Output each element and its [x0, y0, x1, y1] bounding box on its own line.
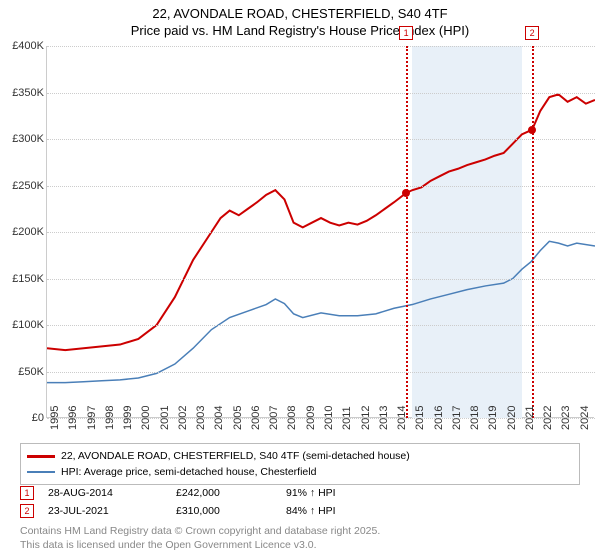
x-tick-label: 2010 — [323, 406, 335, 430]
cell-delta: 84% ↑ HPI — [286, 505, 336, 517]
x-tick-label: 2004 — [213, 406, 225, 430]
y-tick-label: £50K — [18, 366, 44, 378]
x-tick-label: 2022 — [542, 406, 554, 430]
x-tick-label: 2019 — [487, 406, 499, 430]
series-line-hpi — [47, 241, 595, 382]
x-tick-label: 2008 — [286, 406, 298, 430]
cell-date: 28-AUG-2014 — [48, 487, 176, 499]
marker-box-2: 2 — [20, 504, 34, 518]
y-tick-label: £150K — [12, 273, 44, 285]
footer-line-2: This data is licensed under the Open Gov… — [20, 539, 380, 553]
y-tick-label: £200K — [12, 226, 44, 238]
legend-label-price-paid: 22, AVONDALE ROAD, CHESTERFIELD, S40 4TF… — [61, 450, 410, 462]
chart-title-block: 22, AVONDALE ROAD, CHESTERFIELD, S40 4TF… — [0, 0, 600, 40]
legend-item-hpi: HPI: Average price, semi-detached house,… — [27, 464, 573, 480]
footer-line-1: Contains HM Land Registry data © Crown c… — [20, 525, 380, 539]
x-tick-label: 1997 — [86, 406, 98, 430]
x-tick-label: 2003 — [195, 406, 207, 430]
x-tick-label: 2001 — [159, 406, 171, 430]
marker-box-1: 1 — [20, 486, 34, 500]
y-tick-label: £0 — [32, 412, 44, 424]
cell-date: 23-JUL-2021 — [48, 505, 176, 517]
title-line-2: Price paid vs. HM Land Registry's House … — [0, 23, 600, 40]
y-tick-label: £400K — [12, 40, 44, 52]
x-tick-label: 2023 — [560, 406, 572, 430]
x-tick-label: 2013 — [378, 406, 390, 430]
x-tick-label: 2024 — [579, 406, 591, 430]
legend: 22, AVONDALE ROAD, CHESTERFIELD, S40 4TF… — [20, 443, 580, 485]
table-row: 1 28-AUG-2014 £242,000 91% ↑ HPI — [20, 484, 336, 502]
y-tick-label: £350K — [12, 87, 44, 99]
x-tick-label: 2011 — [341, 406, 353, 430]
x-tick-label: 2020 — [506, 406, 518, 430]
x-tick-label: 2016 — [433, 406, 445, 430]
cell-delta: 91% ↑ HPI — [286, 487, 336, 499]
x-tick-label: 2006 — [250, 406, 262, 430]
chart-area: 12 — [46, 46, 594, 418]
x-tick-label: 1998 — [104, 406, 116, 430]
y-tick-label: £300K — [12, 133, 44, 145]
title-line-1: 22, AVONDALE ROAD, CHESTERFIELD, S40 4TF — [0, 6, 600, 23]
x-tick-label: 2014 — [396, 406, 408, 430]
x-tick-label: 1995 — [49, 406, 61, 430]
legend-swatch-price-paid — [27, 455, 55, 458]
x-tick-label: 2012 — [360, 406, 372, 430]
footer-attribution: Contains HM Land Registry data © Crown c… — [20, 525, 380, 552]
x-tick-label: 2021 — [524, 406, 536, 430]
x-tick-label: 2005 — [232, 406, 244, 430]
x-tick-label: 2000 — [140, 406, 152, 430]
x-tick-label: 2009 — [305, 406, 317, 430]
marker-label-box: 2 — [525, 26, 539, 40]
y-tick-label: £250K — [12, 180, 44, 192]
marker-label-box: 1 — [399, 26, 413, 40]
x-tick-label: 2017 — [451, 406, 463, 430]
series-line-price_paid — [47, 94, 595, 350]
y-tick-label: £100K — [12, 319, 44, 331]
cell-price: £310,000 — [176, 505, 286, 517]
x-tick-label: 2015 — [414, 406, 426, 430]
marker-dot — [528, 126, 536, 134]
transactions-table: 1 28-AUG-2014 £242,000 91% ↑ HPI 2 23-JU… — [20, 484, 336, 520]
x-tick-label: 2002 — [177, 406, 189, 430]
x-tick-label: 2007 — [268, 406, 280, 430]
table-row: 2 23-JUL-2021 £310,000 84% ↑ HPI — [20, 502, 336, 520]
legend-item-price-paid: 22, AVONDALE ROAD, CHESTERFIELD, S40 4TF… — [27, 448, 573, 464]
plot-region: 12 — [46, 46, 594, 418]
legend-swatch-hpi — [27, 471, 55, 474]
x-tick-label: 1999 — [122, 406, 134, 430]
legend-label-hpi: HPI: Average price, semi-detached house,… — [61, 466, 316, 478]
x-tick-label: 1996 — [67, 406, 79, 430]
cell-price: £242,000 — [176, 487, 286, 499]
marker-dot — [402, 189, 410, 197]
x-tick-label: 2018 — [469, 406, 481, 430]
